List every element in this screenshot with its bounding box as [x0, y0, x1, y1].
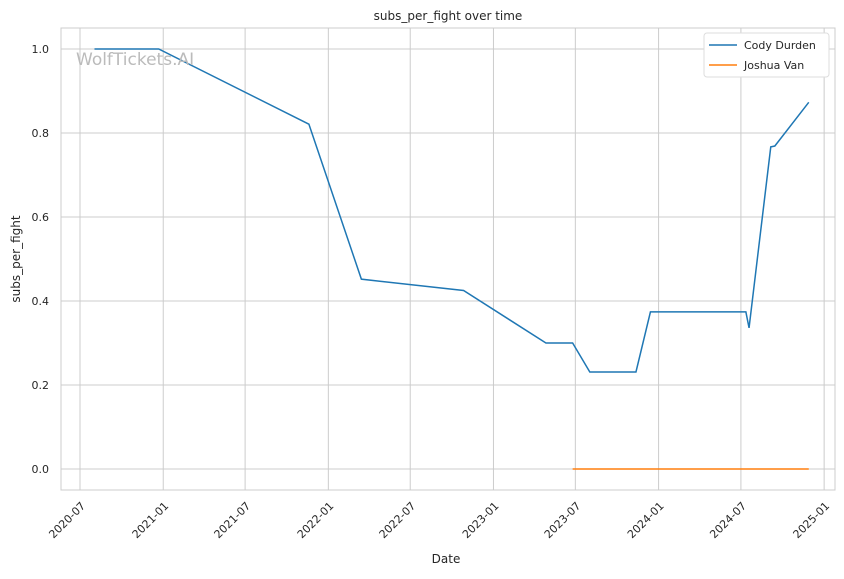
x-tick-label: 2021-07	[212, 499, 254, 541]
x-tick-label: 2023-01	[460, 499, 502, 541]
x-tick-label: 2023-07	[542, 499, 584, 541]
y-tick-label: 0.4	[32, 295, 50, 308]
x-tick-label: 2020-07	[46, 499, 88, 541]
x-tick-label: 2021-01	[130, 499, 172, 541]
x-tick-label: 2024-01	[625, 499, 667, 541]
plot-frame	[60, 27, 836, 491]
legend-label: Cody Durden	[744, 39, 816, 52]
y-tick-label: 0.6	[32, 211, 50, 224]
legend: Cody Durden Joshua Van	[703, 32, 830, 78]
legend-label: Joshua Van	[743, 59, 804, 72]
x-tick-label: 2024-07	[707, 499, 749, 541]
watermark: WolfTickets.AI	[76, 50, 194, 70]
y-tick-label: 0.8	[32, 127, 50, 140]
chart-title: subs_per_fight over time	[374, 9, 523, 23]
series-line-cody-durden	[94, 48, 810, 373]
y-axis-label: subs_per_fight	[9, 215, 23, 302]
y-tick-label: 0.2	[32, 379, 50, 392]
x-axis-label: Date	[432, 552, 461, 566]
y-tick-label: 1.0	[32, 43, 50, 56]
y-tick-label: 0.0	[32, 463, 50, 476]
x-tick-label: 2025-01	[791, 499, 833, 541]
x-tick-label: 2022-01	[295, 499, 337, 541]
x-tick-label: 2022-07	[377, 499, 419, 541]
